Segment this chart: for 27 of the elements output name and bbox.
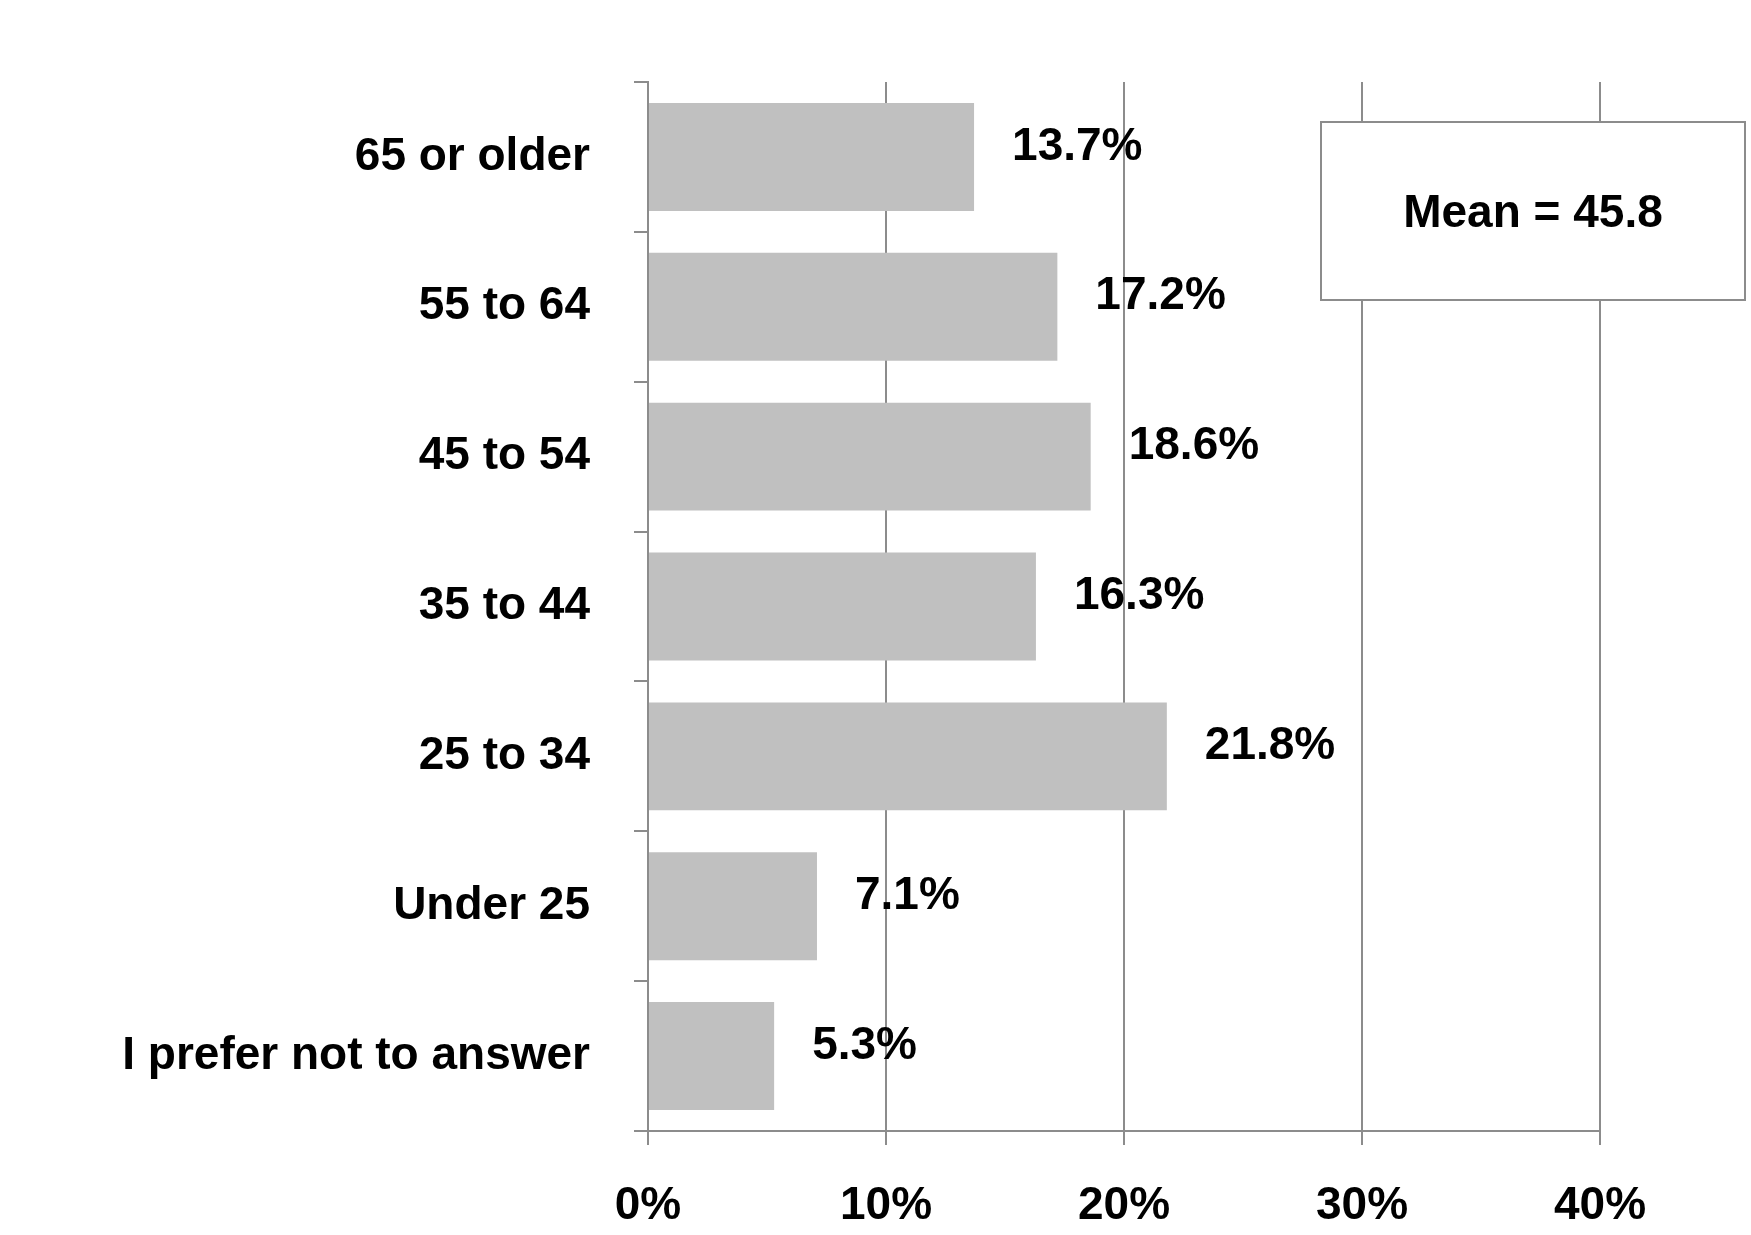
y-tick-label: Under 25 [393, 876, 590, 929]
y-tick-label: 45 to 54 [418, 427, 591, 480]
y-tick-label: 55 to 64 [418, 277, 591, 330]
annotation: Mean = 45.8 [1403, 184, 1663, 237]
data-label: 5.3% [812, 1016, 917, 1069]
data-label: 17.2% [1095, 267, 1226, 320]
data-label: 21.8% [1204, 717, 1336, 770]
y-tick-label: 25 to 34 [418, 727, 591, 780]
bar [649, 102, 975, 211]
x-tick-label: 10% [839, 1177, 933, 1230]
data-label: 16.3% [1073, 567, 1205, 620]
x-tick-label: 20% [1077, 1177, 1171, 1230]
bar [649, 702, 1167, 811]
bar [649, 552, 1036, 661]
y-tick-label: I prefer not to answer [122, 1026, 591, 1079]
x-tick-label: 40% [1553, 1177, 1647, 1230]
y-tick-label: 65 or older [354, 127, 591, 180]
data-label: 18.6% [1128, 417, 1260, 470]
y-tick-label: 35 to 44 [418, 577, 591, 630]
bar [649, 402, 1091, 511]
bar [649, 852, 817, 961]
x-tick-label: 0% [614, 1177, 682, 1230]
bar [649, 1002, 775, 1111]
data-label: 13.7% [1012, 117, 1143, 170]
data-label: 7.1% [854, 866, 960, 919]
x-tick-label: 30% [1315, 1177, 1409, 1230]
bar [649, 252, 1058, 361]
